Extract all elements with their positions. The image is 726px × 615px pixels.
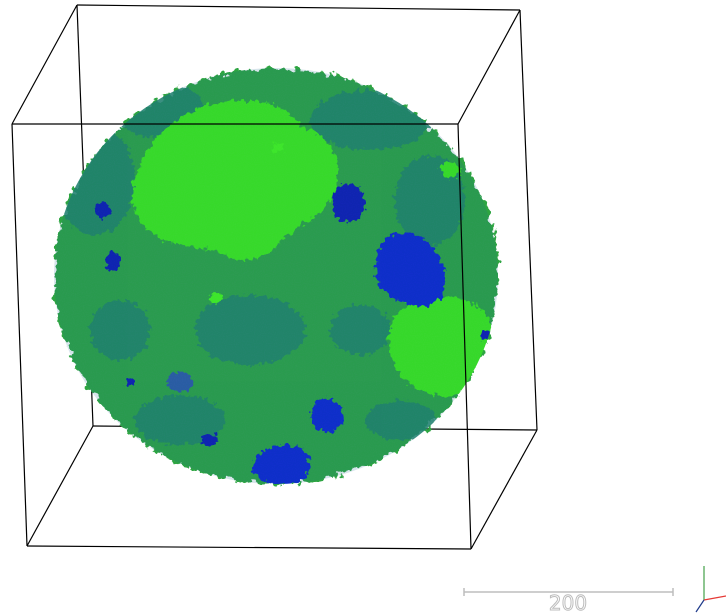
axis-x-line bbox=[703, 595, 726, 601]
scale-bar-label: 200 bbox=[549, 591, 587, 615]
scale-bar: 200 bbox=[463, 588, 674, 615]
bounding-box-front bbox=[11, 123, 472, 550]
axes-triad[interactable] bbox=[695, 566, 726, 613]
axis-z-line bbox=[695, 599, 705, 613]
